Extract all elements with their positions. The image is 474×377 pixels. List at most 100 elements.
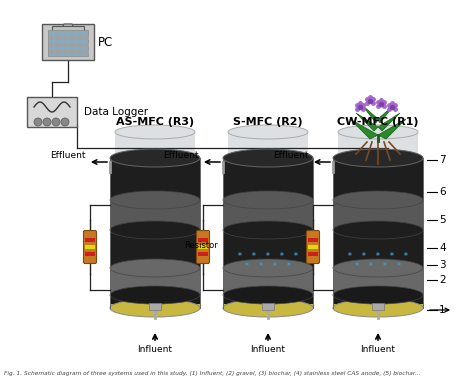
Bar [70, 50, 75, 54]
Text: *: * [404, 253, 408, 262]
Ellipse shape [333, 149, 423, 167]
Bar [308, 245, 318, 249]
Bar [77, 50, 82, 54]
Bar [85, 245, 95, 249]
Text: *: * [383, 262, 387, 271]
Ellipse shape [223, 191, 313, 209]
Polygon shape [223, 304, 313, 308]
Circle shape [52, 118, 60, 126]
Text: CW-MFC (R1): CW-MFC (R1) [337, 117, 419, 127]
Ellipse shape [110, 259, 200, 277]
Text: *: * [355, 262, 359, 271]
Text: *: * [397, 262, 401, 271]
Text: S-MFC (R2): S-MFC (R2) [233, 117, 303, 127]
Text: *: * [362, 253, 366, 262]
Text: Influent: Influent [137, 345, 173, 354]
Polygon shape [338, 132, 418, 160]
Text: Effluent: Effluent [51, 150, 86, 159]
Text: Data Logger: Data Logger [84, 107, 148, 117]
Text: *: * [259, 262, 263, 271]
Bar [56, 36, 61, 40]
Text: *: * [245, 262, 249, 271]
Bar [84, 50, 89, 54]
Text: *: * [238, 253, 242, 262]
Polygon shape [223, 230, 313, 268]
Polygon shape [350, 119, 378, 139]
Bar [70, 43, 75, 47]
Ellipse shape [223, 299, 313, 317]
FancyBboxPatch shape [27, 97, 77, 127]
Bar [63, 36, 68, 40]
Ellipse shape [223, 286, 313, 304]
Text: *: * [287, 262, 291, 271]
Ellipse shape [115, 125, 195, 139]
Bar [56, 43, 61, 47]
Polygon shape [378, 119, 406, 139]
Polygon shape [333, 268, 423, 295]
Polygon shape [333, 200, 423, 230]
Text: Effluent: Effluent [164, 150, 199, 159]
Ellipse shape [228, 153, 308, 167]
Bar [308, 238, 318, 242]
Polygon shape [60, 24, 76, 32]
Bar [198, 245, 208, 249]
Polygon shape [333, 304, 423, 308]
Ellipse shape [110, 299, 200, 317]
Text: 5: 5 [439, 215, 446, 225]
Ellipse shape [110, 191, 200, 209]
Polygon shape [110, 295, 200, 308]
Text: *: * [266, 253, 270, 262]
Text: 1: 1 [439, 305, 446, 315]
Text: *: * [280, 253, 284, 262]
Ellipse shape [338, 153, 418, 167]
Polygon shape [115, 132, 195, 160]
Text: *: * [390, 253, 394, 262]
Text: Influent: Influent [361, 345, 395, 354]
Bar [77, 43, 82, 47]
Polygon shape [110, 158, 200, 200]
Polygon shape [110, 230, 200, 268]
Polygon shape [333, 158, 423, 200]
Polygon shape [356, 113, 378, 131]
Circle shape [61, 118, 69, 126]
Ellipse shape [110, 149, 200, 167]
Ellipse shape [333, 286, 423, 304]
Circle shape [43, 118, 51, 126]
Ellipse shape [110, 221, 200, 239]
Bar [49, 43, 54, 47]
Bar [149, 303, 161, 310]
Bar [262, 303, 274, 310]
Text: Effluent: Effluent [273, 150, 309, 159]
Text: PC: PC [98, 35, 113, 49]
Ellipse shape [333, 191, 423, 209]
Bar [198, 238, 208, 242]
Bar [70, 36, 75, 40]
Text: AS-MFC (R3): AS-MFC (R3) [116, 117, 194, 127]
Bar [85, 252, 95, 256]
Polygon shape [223, 158, 313, 200]
Text: Influent: Influent [250, 345, 285, 354]
Bar [49, 50, 54, 54]
Bar [77, 36, 82, 40]
Ellipse shape [115, 153, 195, 167]
Text: *: * [252, 253, 256, 262]
Text: *: * [376, 253, 380, 262]
Polygon shape [228, 132, 308, 160]
Circle shape [34, 118, 42, 126]
Bar [85, 238, 95, 242]
Polygon shape [110, 200, 200, 230]
Polygon shape [378, 105, 394, 123]
Polygon shape [42, 24, 94, 60]
Ellipse shape [333, 299, 423, 317]
Bar [84, 43, 89, 47]
Text: Resistor: Resistor [184, 241, 218, 250]
Ellipse shape [223, 149, 313, 167]
Polygon shape [333, 230, 423, 268]
Polygon shape [362, 105, 378, 123]
Text: *: * [348, 253, 352, 262]
Polygon shape [378, 113, 400, 131]
Ellipse shape [228, 125, 308, 139]
Ellipse shape [333, 259, 423, 277]
Bar [52, 26, 84, 32]
Ellipse shape [333, 221, 423, 239]
